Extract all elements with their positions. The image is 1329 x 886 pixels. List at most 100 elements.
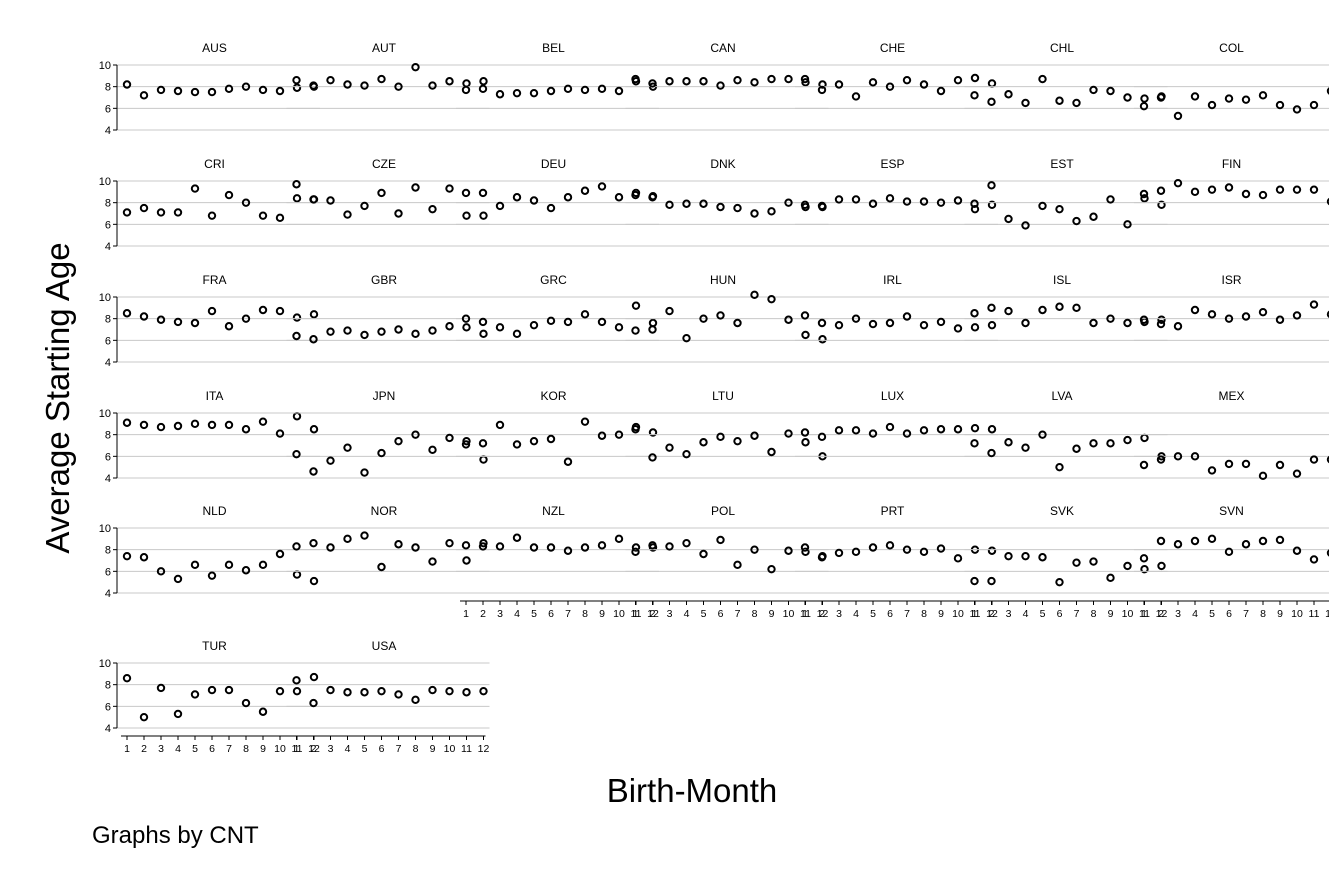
data-point-esp: [851, 195, 861, 204]
data-point-gbr: [445, 322, 454, 331]
data-point-gbr: [360, 330, 369, 340]
y-axis-title: Average Starting Age: [39, 242, 76, 554]
data-point-jpn: [292, 449, 301, 459]
data-point-hun: [716, 311, 725, 320]
panel-title-grc: GRC: [540, 273, 567, 287]
data-point-esp: [817, 201, 827, 211]
data-point-col: [1241, 95, 1251, 104]
panel-title-prt: PRT: [881, 504, 905, 518]
panel-title-isr: ISR: [1221, 273, 1241, 287]
x-tick-label: 2: [1158, 608, 1164, 620]
y-tick-label: 10: [99, 408, 111, 420]
data-point-grc: [648, 318, 658, 328]
data-point-cze: [462, 211, 471, 220]
data-point-dnk: [716, 202, 725, 212]
data-point-grc: [631, 301, 641, 310]
data-point-svn: [1309, 555, 1319, 564]
data-point-nzl: [529, 543, 539, 552]
data-point-nor: [292, 542, 301, 551]
panel-title-usa: USA: [372, 639, 397, 653]
data-point-irl: [834, 320, 844, 330]
data-point-ltu: [801, 438, 810, 447]
data-point-aut: [292, 75, 301, 85]
data-point-deu: [563, 193, 573, 202]
data-point-cri: [224, 190, 234, 200]
data-point-svk: [1072, 558, 1081, 567]
x-tick-label: 6: [379, 743, 385, 755]
data-point-lux: [987, 425, 997, 434]
data-point-cze: [394, 209, 403, 218]
x-tick-label: 7: [226, 743, 232, 755]
x-tick-label: 7: [1074, 608, 1080, 620]
data-point-svn: [1275, 535, 1285, 545]
data-point-aus: [173, 86, 183, 96]
data-point-hun: [750, 290, 759, 300]
data-point-deu: [529, 196, 539, 205]
data-point-isr: [1139, 315, 1149, 324]
data-point-nor: [343, 534, 352, 544]
x-tick-label: 5: [1040, 608, 1046, 620]
data-point-fin: [1275, 185, 1285, 194]
data-point-prt: [987, 546, 997, 555]
data-point-chl: [987, 97, 996, 107]
data-point-cze: [411, 183, 420, 192]
data-point-aus: [156, 85, 166, 95]
x-tick-label: 7: [735, 608, 741, 620]
data-point-ita: [122, 418, 132, 427]
data-point-jpn: [326, 456, 335, 465]
data-point-isl: [1157, 315, 1166, 324]
x-tick-label: 12: [308, 743, 320, 755]
data-point-irl: [919, 320, 929, 330]
panel-title-nzl: NZL: [542, 504, 565, 518]
data-point-cri: [190, 184, 200, 193]
y-tick-label: 8: [105, 82, 111, 94]
data-point-nor: [445, 538, 454, 548]
data-point-est: [970, 199, 979, 208]
x-tick-label: 10: [274, 743, 286, 755]
data-point-prt: [885, 541, 895, 550]
y-tick-label: 6: [105, 701, 111, 713]
panel-title-irl: IRL: [883, 273, 902, 287]
data-point-cze: [428, 204, 437, 214]
data-point-jpn: [411, 430, 420, 439]
data-point-fin: [1224, 183, 1234, 192]
data-point-irl: [902, 312, 912, 321]
y-tick-label: 4: [105, 473, 111, 485]
x-tick-label: 4: [175, 743, 181, 755]
panel-title-lva: LVA: [1052, 389, 1073, 403]
y-tick-label: 4: [105, 588, 111, 600]
x-tick-label: 5: [701, 608, 707, 620]
data-point-mex: [1173, 452, 1183, 461]
data-point-chl: [1106, 86, 1115, 96]
data-point-svk: [970, 576, 979, 586]
data-point-lux: [800, 428, 810, 437]
data-point-tur: [309, 672, 319, 682]
data-point-mex: [1190, 452, 1200, 461]
data-point-dnk: [767, 207, 776, 216]
x-tick-label: 3: [497, 608, 503, 620]
data-point-gbr: [428, 326, 437, 335]
data-point-svn: [1156, 536, 1166, 546]
data-point-aut: [445, 77, 454, 86]
data-point-pol: [801, 547, 810, 557]
x-tick-label: 6: [718, 608, 724, 620]
data-point-cze: [309, 195, 318, 204]
data-point-chl: [1140, 94, 1149, 103]
data-point-chl: [1072, 98, 1081, 108]
panel-title-cze: CZE: [372, 157, 396, 171]
data-point-aut: [462, 79, 471, 88]
data-point-irl: [800, 311, 810, 320]
data-point-usa: [343, 688, 352, 697]
data-point-kor: [546, 434, 556, 444]
data-point-kor: [614, 430, 624, 439]
data-point-lux: [817, 432, 827, 442]
data-point-che: [868, 78, 878, 87]
data-point-svk: [1123, 561, 1132, 571]
data-point-aus: [292, 83, 302, 92]
x-tick-label: 8: [413, 743, 419, 755]
data-point-nzl: [495, 542, 505, 551]
data-point-fin: [1139, 189, 1149, 199]
data-point-grc: [478, 317, 488, 327]
data-point-esp: [800, 200, 810, 210]
x-tick-label: 5: [192, 743, 198, 755]
